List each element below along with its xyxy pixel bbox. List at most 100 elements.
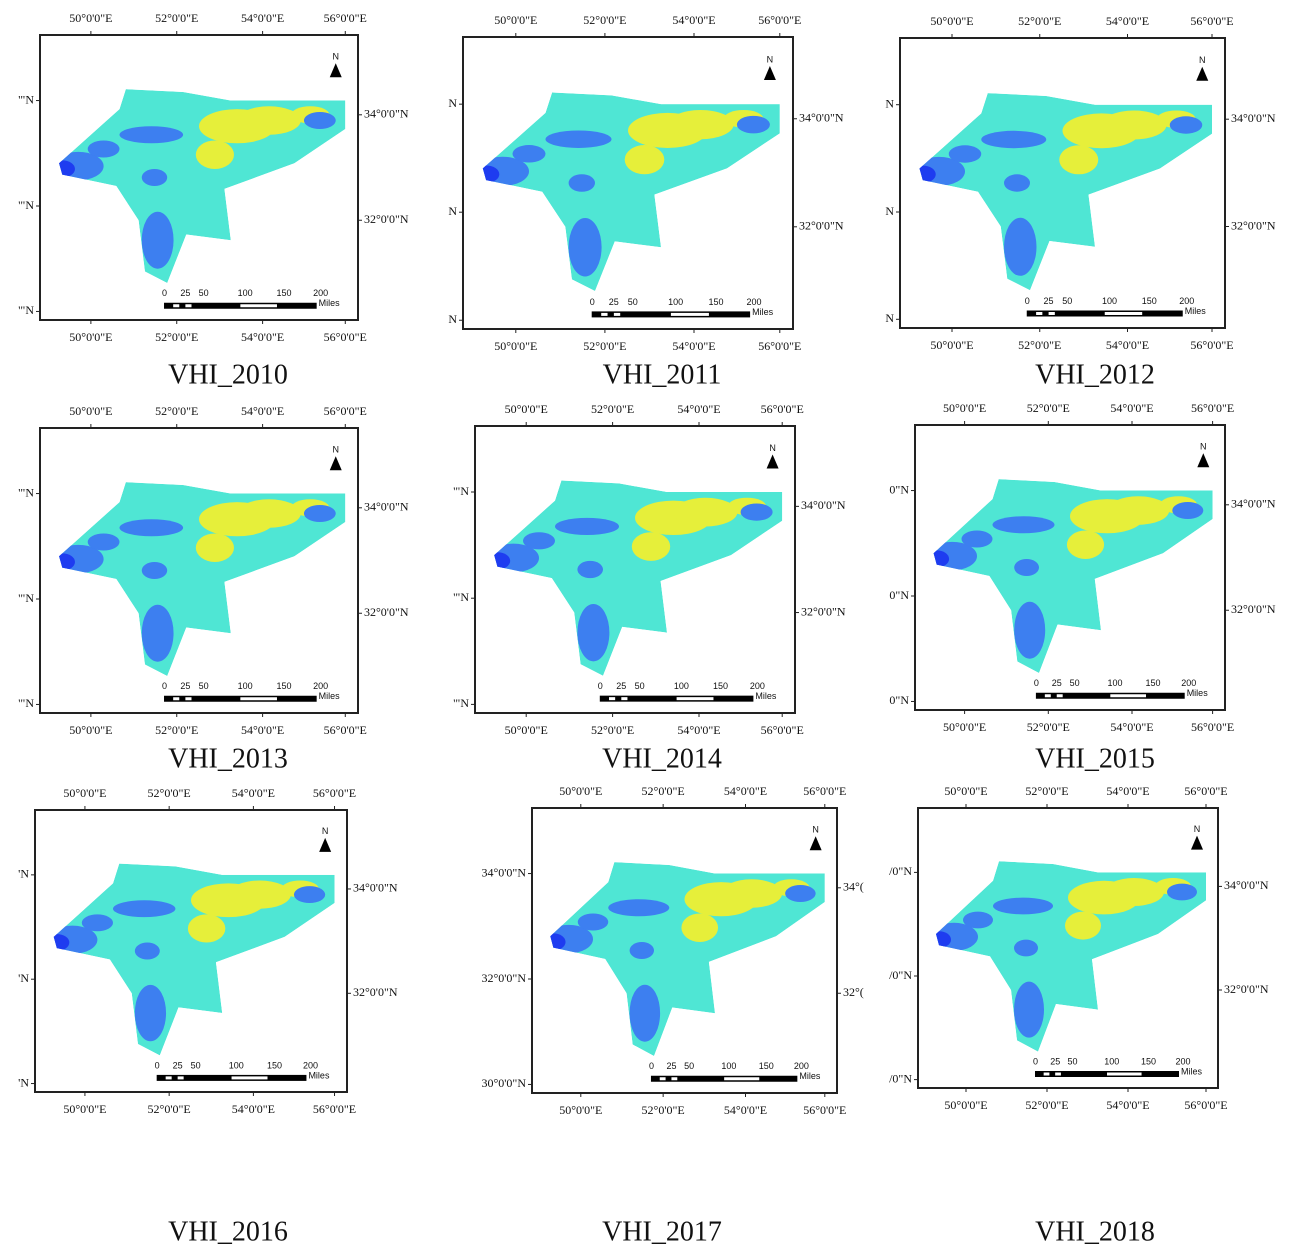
bottom-tick-label: 52°0'0"E [591,723,634,737]
scale-unit: Miles [308,1070,330,1080]
wet-patch [482,165,500,184]
wet-patch [785,884,816,903]
scale-label: 150 [709,297,724,307]
scale-segment [185,304,192,308]
scale-unit: Miles [752,307,774,317]
bottom-tick-label: 56°0'0"E [1184,1098,1227,1112]
wet-patch [1167,883,1197,901]
bottom-tick-label: 54°0'0"E [672,339,715,353]
scale-label: 0 [590,297,595,307]
scale-label: 200 [313,681,328,691]
top-tick-label: 50°0'0"E [494,13,537,27]
wet-patch [1014,558,1039,577]
wet-patch [555,517,619,536]
dry-patch [624,145,665,175]
left-tick-label: /0"N [889,968,912,982]
bottom-tick-label: 50°0'0"E [63,1102,106,1116]
bottom-tick-label: 52°0'0"E [583,339,626,353]
dry-patch [667,110,734,140]
bottom-tick-label: 52°0'0"E [155,330,198,344]
scale-label: 100 [668,297,683,307]
scale-segment [1107,1072,1142,1076]
scale-segment [173,304,180,308]
wet-patch [59,160,75,178]
dry-patch [1107,496,1170,525]
scale-segment [177,1076,184,1080]
scale-label: 0 [155,1060,160,1070]
map-panel: 50°0'0"E 52°0'0"E 54°0'0"E 56°0'0"E 50°0'0"E… [481,784,863,1248]
top-tick-label: 52°0'0"E [591,402,634,416]
wet-patch [113,900,176,918]
wet-patch [1014,939,1038,957]
scale-label: 0 [1034,678,1039,688]
scale-label: 0 [1033,1056,1038,1066]
wet-patch [961,530,993,548]
north-arrow [1197,453,1210,468]
right-tick-label: 34°0'0"N [353,881,398,895]
bottom-tick-label: 56°0'0"E [761,723,804,737]
top-tick-label: 54°0'0"E [241,11,284,25]
scale-segment [1044,694,1051,698]
bottom-tick-label: 56°0'0"E [1191,720,1234,734]
scale-label: 150 [713,681,728,691]
wet-patch [948,145,982,163]
wet-patch [545,130,612,148]
scale-segment [659,1077,666,1081]
left-tick-label: N [448,204,457,218]
scale-segment [1110,694,1147,698]
bottom-tick-label: 50°0'0"E [505,723,548,737]
scale-label: 25 [173,1060,183,1070]
scale-label: 150 [277,288,292,298]
bottom-tick-label: 54°0'0"E [241,330,284,344]
bottom-tick-label: 52°0'0"E [1025,1098,1068,1112]
wet-patch [981,130,1047,149]
scale-segment [676,697,714,701]
scale-label: 50 [199,681,209,691]
wet-patch [303,111,336,130]
north-label: N [332,445,339,455]
top-tick-label: 52°0'0"E [1027,401,1070,415]
right-tick-label: 34°( [843,880,864,894]
scale-label: 100 [1102,296,1117,306]
map-panel: 50°0'0"E 52°0'0"E 54°0'0"E 56°0'0"E 50°0'0"E… [889,401,1275,775]
scale-segment [231,1076,268,1080]
north-arrow [319,837,332,852]
panel-caption: VHI_2015 [1035,743,1155,774]
scale-label: 50 [1070,678,1080,688]
bottom-tick-label: 54°0'0"E [241,723,284,737]
panel-caption: VHI_2018 [1035,1216,1155,1247]
scale-unit: Miles [799,1071,821,1081]
scale-label: 25 [180,288,190,298]
scale-label: 0 [598,681,603,691]
wet-patch [1172,501,1204,520]
map-panel: 50°0'0"E 52°0'0"E 54°0'0"E 56°0'0"E 50°0'0"E… [18,404,409,775]
north-arrow [1196,66,1209,81]
north-arrow [1191,835,1203,850]
north-arrow [809,836,822,851]
scale-label: 200 [794,1061,809,1071]
bottom-tick-label: 54°0'0"E [1106,338,1149,352]
region-map [482,92,780,292]
region-map [919,93,1212,291]
wet-patch [141,168,168,187]
left-tick-label: '"N [453,590,469,604]
bottom-tick-label: 56°0'0"E [313,1102,356,1116]
dry-patch [228,880,291,909]
scale-label: 50 [1068,1056,1078,1066]
left-tick-label: 34°0'0"N [481,865,526,879]
wet-patch [629,941,654,960]
bottom-tick-label: 56°0'0"E [324,723,367,737]
left-tick-label: /0"N [889,864,912,878]
north-label: N [332,52,339,62]
wet-patch [1169,116,1203,134]
left-tick-label: 0"N [889,482,909,496]
top-tick-label: 52°0'0"E [155,404,198,418]
north-arrow [766,454,779,469]
wet-patch [1014,981,1044,1038]
wet-patch [59,553,75,571]
scale-segment [724,1077,760,1081]
region-map [59,89,346,283]
top-tick-label: 52°0'0"E [583,13,626,27]
scale-segment [1043,1072,1050,1076]
